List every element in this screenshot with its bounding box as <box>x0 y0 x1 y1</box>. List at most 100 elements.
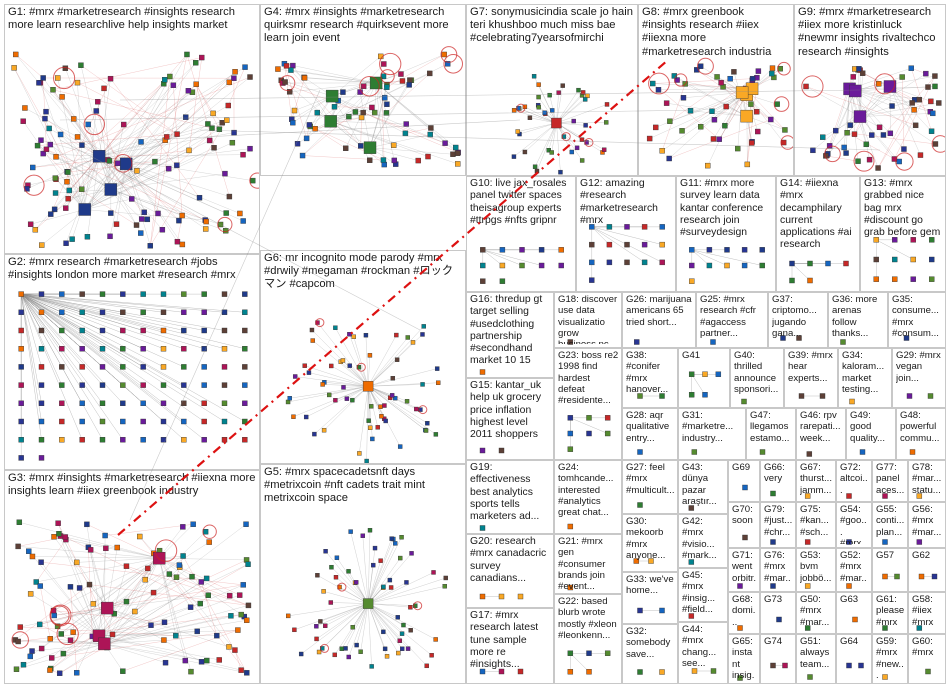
graph-node <box>846 583 852 589</box>
group-label: G53: bvm jobbö... <box>800 550 832 584</box>
graph-node <box>404 399 410 404</box>
group-label: G5: #mrx spacecadetsnft days #metrixcoin… <box>264 466 429 505</box>
self-loop <box>413 601 423 611</box>
graph-node <box>120 309 126 315</box>
graph-node <box>176 217 182 224</box>
graph-node <box>247 145 253 152</box>
graph-node <box>789 277 795 284</box>
graph-node <box>737 625 743 631</box>
graph-edge <box>50 607 108 669</box>
group-subgraph <box>846 583 852 589</box>
group-label: G74 <box>764 636 783 647</box>
graph-node <box>46 125 52 132</box>
graph-node <box>396 650 401 656</box>
graph-edge <box>20 294 42 440</box>
graph-node <box>892 256 898 263</box>
graph-edge <box>61 96 100 157</box>
graph-node <box>102 532 108 539</box>
graph-node <box>15 638 21 645</box>
graph-node <box>193 60 199 66</box>
graph-node <box>59 418 65 425</box>
graph-node <box>205 121 211 127</box>
graph-node <box>79 436 85 443</box>
graph-node <box>748 140 755 146</box>
graph-node <box>101 601 114 615</box>
graph-node <box>120 291 126 297</box>
graph-edge <box>158 558 192 672</box>
group-subgraph <box>691 668 717 674</box>
graph-node <box>807 674 813 680</box>
graph-node <box>687 108 694 114</box>
graph-node <box>79 345 85 352</box>
graph-edge <box>65 156 100 209</box>
graph-edge <box>843 88 850 148</box>
graph-node <box>329 363 334 369</box>
group-subgraph <box>18 291 248 461</box>
graph-node <box>369 104 375 111</box>
graph-edge <box>76 607 108 673</box>
graph-node <box>99 309 106 315</box>
graph-edge <box>652 78 753 84</box>
graph-node <box>498 668 505 675</box>
group-cell-g41: G41 <box>678 348 730 408</box>
graph-edge <box>86 524 105 644</box>
graph-node <box>219 120 225 126</box>
graph-node <box>589 259 595 266</box>
graph-edge <box>822 116 861 138</box>
graph-node <box>436 380 441 385</box>
graph-node <box>55 75 61 81</box>
graph-node <box>637 607 643 614</box>
graph-edge <box>707 92 743 166</box>
graph-node <box>397 444 403 449</box>
graph-edge <box>877 102 913 169</box>
graph-edge <box>107 607 152 626</box>
group-label: G6: mr incognito mode parody #mrx #drwil… <box>264 252 454 291</box>
graph-node <box>532 164 538 169</box>
group-subgraph <box>688 505 695 511</box>
graph-edge <box>322 603 369 649</box>
graph-edge <box>368 603 416 606</box>
graph-node <box>211 145 217 151</box>
group-cell-g24: G24: tomhcande... interested #analytics … <box>554 460 622 534</box>
graph-edge <box>20 294 83 440</box>
graph-node <box>223 210 229 216</box>
graph-node <box>185 88 192 94</box>
group-cell-g17: G17: #mrx research latest tune sample mo… <box>466 608 554 684</box>
graph-node <box>99 436 106 443</box>
graph-edge <box>348 571 369 604</box>
graph-edge <box>341 603 369 649</box>
graph-node <box>414 406 419 412</box>
graph-node <box>43 146 50 153</box>
group-label: G45: #mrx #insig... #field... <box>682 570 718 615</box>
graph-node <box>880 132 887 138</box>
graph-node <box>193 81 199 87</box>
group-label: G39: #mrx hear experts... <box>788 350 833 384</box>
group-cell-g44: G44: #mrx chang... see... <box>678 622 728 684</box>
group-cell-g11: G11: #mrx more survey learn data kantar … <box>676 176 776 292</box>
graph-node <box>550 108 555 113</box>
group-label: G19: effectiveness best analytics sports… <box>470 462 540 523</box>
group-cell-g12: G12: amazing #research #marketresearch #… <box>576 176 676 292</box>
graph-node <box>689 278 695 284</box>
graph-node <box>65 169 71 175</box>
group-subgraph <box>742 484 748 491</box>
graph-node <box>201 291 207 297</box>
graph-edge <box>107 568 149 609</box>
graph-node <box>499 262 506 269</box>
graph-edge <box>849 88 905 150</box>
graph-node <box>350 397 355 403</box>
self-loop <box>777 61 791 76</box>
graph-node <box>62 534 68 540</box>
graph-node <box>405 646 411 651</box>
graph-edge <box>367 603 399 654</box>
graph-node <box>567 446 574 452</box>
graph-edge <box>894 75 936 160</box>
graph-node <box>715 371 722 377</box>
graph-node <box>101 85 107 92</box>
graph-node <box>722 122 728 129</box>
graph-node <box>391 157 398 164</box>
graph-node <box>735 86 749 99</box>
graph-node <box>194 628 200 635</box>
graph-node <box>932 141 939 147</box>
group-label: G78: #mar... statu... <box>912 462 942 496</box>
